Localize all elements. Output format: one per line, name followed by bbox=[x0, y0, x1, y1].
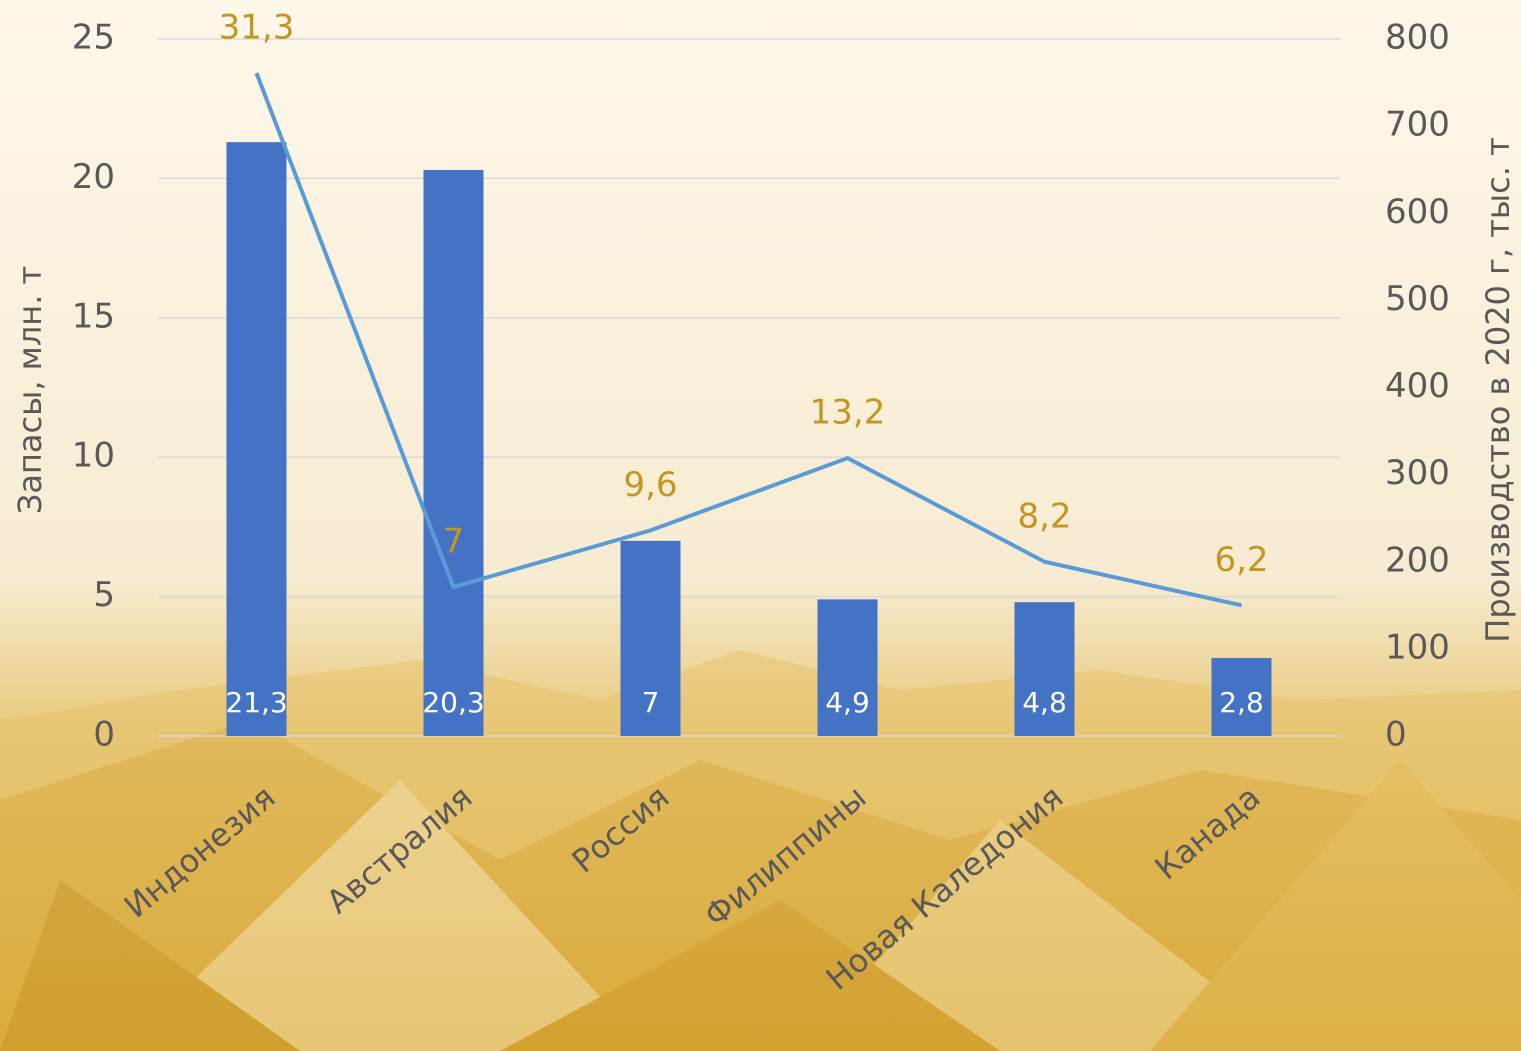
y2-tick-label: 600 bbox=[1385, 192, 1450, 232]
y2-tick-label: 200 bbox=[1385, 540, 1450, 580]
bar-value-label: 2,8 bbox=[1219, 686, 1264, 719]
y2-tick-label: 700 bbox=[1385, 105, 1450, 145]
bar-value-label: 21,3 bbox=[225, 686, 287, 719]
y2-tick-label: 500 bbox=[1385, 279, 1450, 319]
y2-tick-label: 800 bbox=[1385, 18, 1450, 58]
y-tick-label: 15 bbox=[72, 296, 115, 336]
bar bbox=[423, 170, 484, 736]
bar bbox=[817, 599, 878, 736]
y2-tick-label: 0 bbox=[1385, 715, 1407, 755]
line-annotation: 7 bbox=[443, 522, 465, 562]
bar bbox=[620, 540, 681, 736]
bar-value-label: 20,3 bbox=[422, 686, 484, 719]
bar bbox=[226, 142, 287, 736]
background-decoration bbox=[0, 650, 1521, 1051]
y-tick-label: 10 bbox=[72, 436, 115, 476]
bar bbox=[1014, 602, 1075, 736]
y-tick-label: 25 bbox=[72, 18, 115, 58]
y2-tick-label: 400 bbox=[1385, 366, 1450, 406]
bar-value-label: 7 bbox=[642, 686, 660, 719]
bar-value-label: 4,9 bbox=[825, 686, 870, 719]
bar bbox=[1211, 657, 1272, 736]
y-axis-title: Запасы, млн. т bbox=[11, 266, 49, 514]
line bbox=[254, 72, 1242, 608]
line-annotation: 13,2 bbox=[810, 393, 886, 433]
y2-tick-label: 100 bbox=[1385, 627, 1450, 667]
y2-axis-title: Производство в 2020 г, тыс. т bbox=[1479, 137, 1517, 642]
bar-value-label: 4,8 bbox=[1022, 686, 1067, 719]
line-annotation: 6,2 bbox=[1214, 540, 1268, 580]
line-annotation: 31,3 bbox=[219, 7, 295, 47]
line-annotation: 8,2 bbox=[1017, 496, 1071, 536]
y-tick-label: 0 bbox=[93, 715, 115, 755]
y-tick-label: 20 bbox=[72, 157, 115, 197]
y2-tick-label: 300 bbox=[1385, 453, 1450, 493]
y-tick-label: 5 bbox=[93, 575, 115, 615]
line-annotation: 9,6 bbox=[623, 465, 677, 505]
